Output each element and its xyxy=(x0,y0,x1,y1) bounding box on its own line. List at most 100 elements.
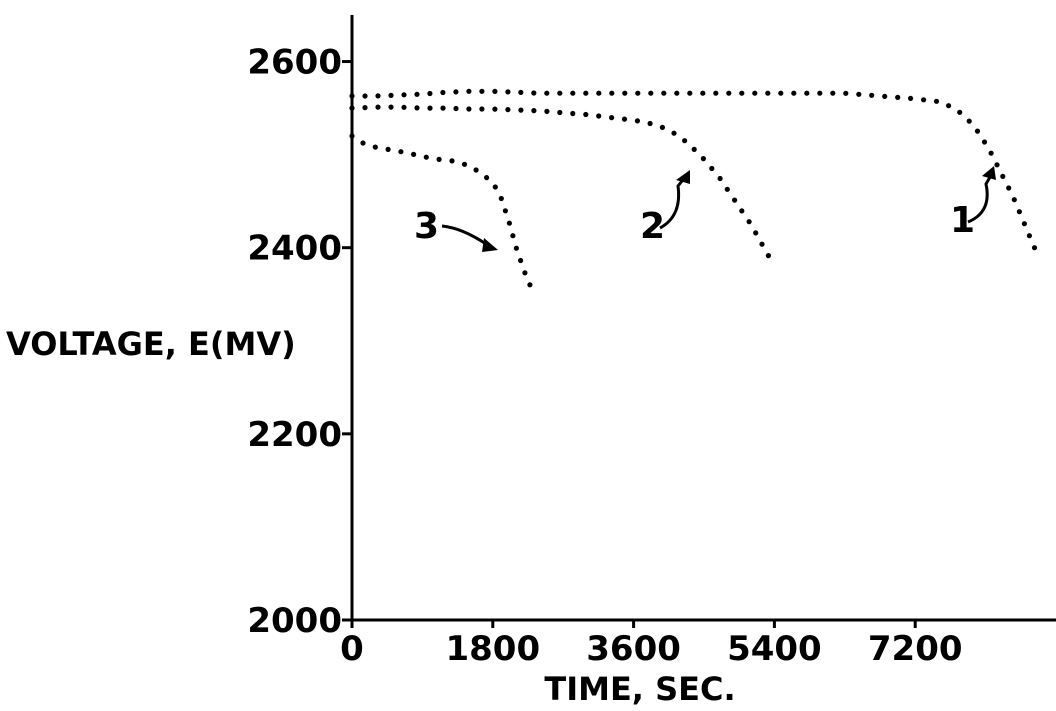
curve-arrowhead-1 xyxy=(982,166,996,180)
data-point xyxy=(659,124,666,130)
data-point xyxy=(1031,245,1038,251)
data-point xyxy=(687,90,693,96)
data-point xyxy=(830,90,836,96)
axes xyxy=(350,15,1056,622)
data-point xyxy=(691,146,697,152)
data-point xyxy=(427,105,433,111)
curve-arrow-1 xyxy=(967,171,995,224)
data-point xyxy=(752,90,758,96)
data-point xyxy=(518,107,524,113)
data-point xyxy=(414,105,420,111)
data-point xyxy=(479,106,485,112)
data-point xyxy=(453,105,459,112)
data-point xyxy=(726,90,732,96)
data-point xyxy=(700,156,707,162)
data-point xyxy=(518,89,524,95)
data-point xyxy=(492,88,498,94)
data-point xyxy=(817,90,823,96)
y-tick-label: 2000 xyxy=(247,601,342,641)
data-point xyxy=(398,149,404,155)
data-point xyxy=(661,90,667,96)
x-tick-label: 5400 xyxy=(727,629,822,669)
series-3 xyxy=(349,133,533,288)
data-point xyxy=(988,150,994,156)
data-point xyxy=(981,139,988,145)
data-point xyxy=(674,90,680,96)
data-point xyxy=(440,89,446,96)
y-tick-label: 2400 xyxy=(247,229,342,269)
data-point xyxy=(375,93,381,99)
data-point xyxy=(622,90,628,96)
data-point xyxy=(557,109,563,116)
data-point xyxy=(709,165,715,172)
data-point xyxy=(648,90,654,96)
data-point xyxy=(362,93,368,99)
data-point xyxy=(933,98,940,104)
data-point xyxy=(449,158,455,164)
series-1 xyxy=(349,88,1038,251)
data-point xyxy=(385,146,391,152)
x-tick-label: 0 xyxy=(340,629,364,669)
data-point xyxy=(414,91,420,97)
curve-arrowhead-2 xyxy=(676,170,690,184)
data-point xyxy=(492,184,498,190)
data-point xyxy=(908,95,914,101)
data-point xyxy=(544,90,550,96)
data-point xyxy=(921,97,927,103)
data-point xyxy=(360,140,366,146)
data-point xyxy=(778,90,784,96)
data-point xyxy=(505,107,511,113)
x-tick-label: 3600 xyxy=(586,629,681,669)
data-point xyxy=(362,105,368,111)
data-point xyxy=(635,90,641,96)
data-point xyxy=(427,90,433,97)
data-point xyxy=(724,186,730,192)
data-point xyxy=(869,92,875,98)
data-point xyxy=(765,253,772,259)
data-point xyxy=(647,120,653,127)
data-point xyxy=(518,257,524,264)
data-point xyxy=(732,197,738,203)
data-point xyxy=(746,219,752,225)
y-tick-label: 2600 xyxy=(247,43,342,83)
data-point xyxy=(570,90,576,96)
curve-arrow-2 xyxy=(659,175,688,230)
data-point xyxy=(388,92,394,98)
data-point xyxy=(843,90,849,96)
y-ticks: 2000 2200 2400 2600 xyxy=(247,43,352,641)
data-point xyxy=(634,118,641,124)
data-point xyxy=(596,113,602,119)
data-point xyxy=(1026,233,1032,239)
curve-label-3: 3 xyxy=(414,206,439,247)
data-point xyxy=(621,116,628,122)
y-axis-title: VOLTAGE, E(MV) xyxy=(6,325,296,363)
x-tick-label: 1800 xyxy=(445,629,540,669)
data-point xyxy=(609,115,615,121)
data-point xyxy=(946,103,952,109)
data-point xyxy=(1006,185,1012,191)
data-point xyxy=(401,92,407,98)
x-ticks: 0 1800 3600 5400 7200 xyxy=(340,620,963,669)
data-point xyxy=(531,90,537,96)
data-point xyxy=(502,208,508,214)
data-point xyxy=(1016,209,1023,215)
data-point xyxy=(522,270,528,276)
data-point xyxy=(682,138,688,144)
data-point xyxy=(510,233,516,239)
data-point xyxy=(739,90,745,96)
data-point xyxy=(484,175,490,181)
data-point xyxy=(791,90,797,96)
data-point xyxy=(492,106,498,112)
data-point xyxy=(388,104,394,110)
data-point xyxy=(557,90,563,96)
x-axis-title: TIME, SEC. xyxy=(544,670,735,708)
data-point xyxy=(994,162,1000,168)
curve-annotations: 1 2 3 xyxy=(414,166,996,252)
series-layer xyxy=(349,88,1038,288)
data-point xyxy=(349,93,355,99)
data-point xyxy=(739,208,745,214)
data-point xyxy=(966,118,972,124)
data-point xyxy=(596,90,602,96)
data-point xyxy=(349,105,355,111)
